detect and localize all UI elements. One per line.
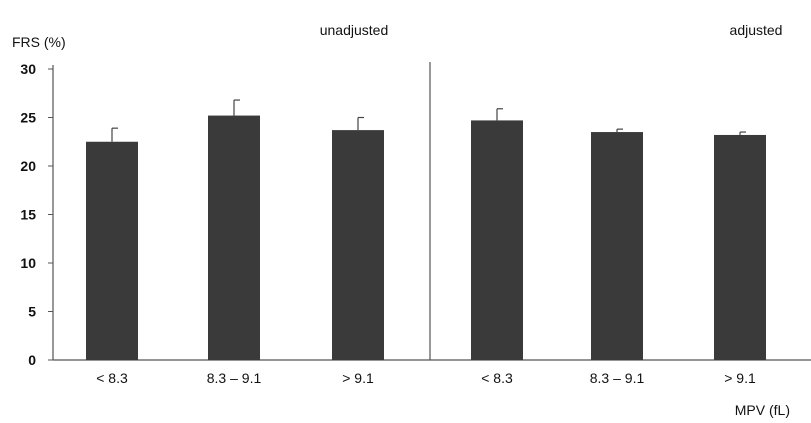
x-axis-title: MPV (fL) [735,402,790,418]
y-tick-label: 15 [20,207,36,223]
bars [86,99,766,360]
y-tick-label: 20 [20,158,36,174]
y-ticks: 0 5 10 15 20 25 30 [20,61,53,368]
y-tick-label: 30 [20,61,36,77]
panel-title-unadjusted: unadjusted [320,22,389,38]
y-tick-label: 10 [20,255,36,271]
bar [208,115,260,360]
category-labels: < 8.3 8.3 – 9.1 > 9.1 < 8.3 8.3 – 9.1 > 9.1 [96,370,756,386]
bar [471,120,523,360]
x-category-label: 8.3 – 9.1 [207,370,262,386]
bar [332,130,384,360]
x-category-label: < 8.3 [96,370,128,386]
bar [591,132,643,360]
panel-title-adjusted: adjusted [730,22,783,38]
bar [86,141,138,360]
bar [714,134,766,360]
x-category-label: > 9.1 [724,370,756,386]
x-category-label: > 9.1 [342,370,374,386]
y-axis-title: FRS (%) [12,34,66,50]
y-tick-label: 0 [28,352,36,368]
y-tick-label: 5 [28,304,36,320]
y-tick-label: 25 [20,110,36,126]
x-category-label: < 8.3 [481,370,513,386]
x-category-label: 8.3 – 9.1 [590,370,645,386]
